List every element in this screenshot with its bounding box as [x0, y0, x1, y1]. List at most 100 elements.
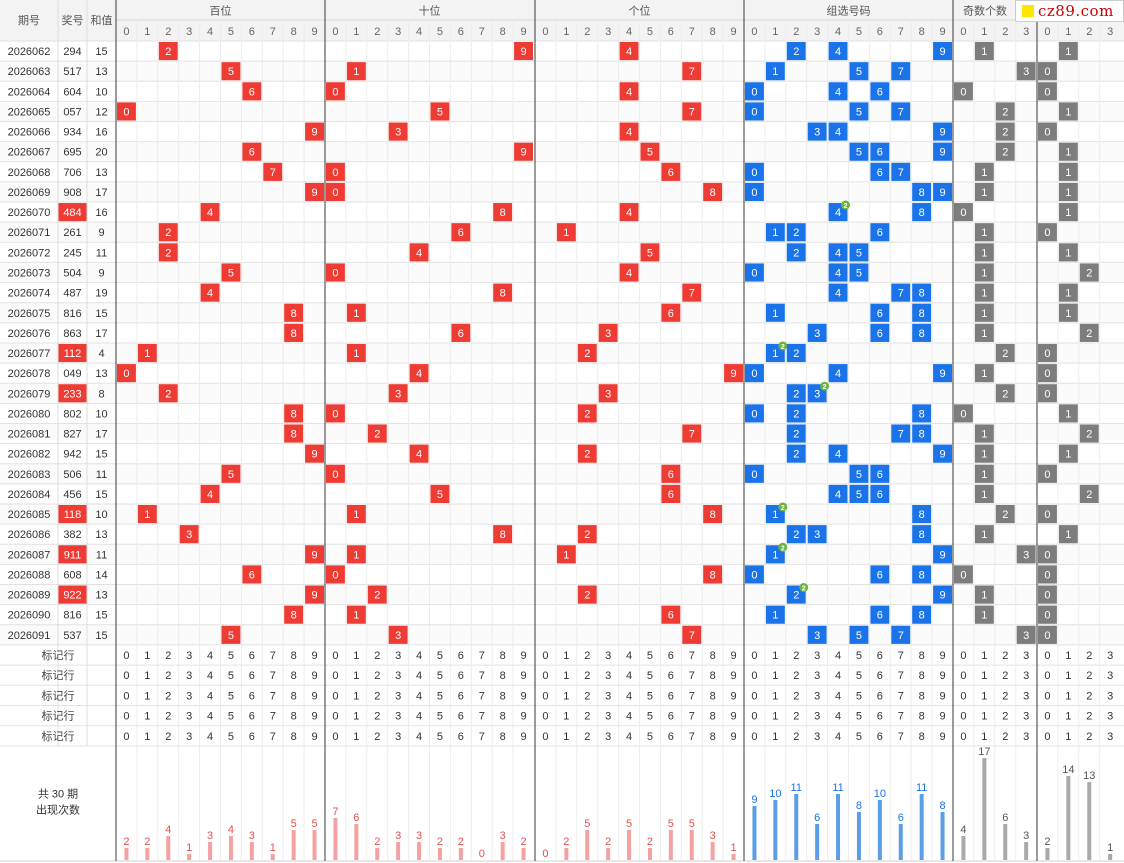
prize-cell: 802	[63, 408, 81, 420]
sum-cell: 12	[95, 106, 107, 118]
group-ball-digit: 8	[919, 288, 925, 300]
prize-cell: 504	[63, 267, 81, 279]
position-ball-digit: 7	[689, 106, 695, 118]
odd-count-ball	[974, 243, 994, 262]
group-ball-digit: 3	[814, 127, 820, 139]
position-ball-digit: 0	[332, 469, 338, 481]
position-ball	[661, 162, 681, 181]
group-ball-digit: 1	[772, 227, 778, 239]
position-ball	[367, 424, 387, 443]
column-digit-label: 6	[249, 26, 255, 38]
position-ball-digit: 1	[353, 509, 359, 521]
column-digit-label: 4	[207, 26, 213, 38]
marker-cell: 1	[353, 711, 359, 723]
column-digit-label: 3	[1107, 26, 1113, 38]
marker-cell: 0	[123, 650, 129, 662]
odd-count-ball	[995, 142, 1015, 161]
marker-cell: 6	[249, 670, 255, 682]
marker-cell: 3	[814, 711, 820, 723]
position-ball-digit: 5	[647, 247, 653, 259]
column-digit-label: 1	[563, 26, 569, 38]
group-ball-digit: 2	[793, 388, 799, 400]
marker-cell: 2	[584, 650, 590, 662]
marker-cell: 3	[605, 650, 611, 662]
group-ball	[891, 283, 911, 302]
odd-count-ball	[954, 565, 973, 584]
position-ball-digit: 8	[710, 509, 716, 521]
column-digit-label: 7	[898, 26, 904, 38]
marker-cell: 7	[898, 650, 904, 662]
site-logo[interactable]: cz89.com	[1015, 0, 1124, 22]
position-ball-digit: 0	[123, 106, 129, 118]
odd-count-ball	[995, 343, 1015, 363]
position-ball-digit: 8	[710, 569, 716, 581]
marker-cell: 0	[123, 711, 129, 723]
odd-count-ball	[974, 364, 994, 383]
group-ball	[912, 565, 932, 584]
repeat-count-digit: 1	[1065, 529, 1071, 541]
marker-cell: 8	[500, 650, 506, 662]
frequency-bar	[794, 794, 799, 860]
marker-cell: 5	[856, 731, 862, 743]
position-ball	[682, 424, 702, 443]
sum-cell: 9	[98, 267, 104, 279]
sum-cell: 16	[95, 127, 107, 139]
group-ball	[786, 444, 806, 463]
repeat-count-ball	[1058, 182, 1078, 202]
frequency-value: 0	[479, 848, 485, 860]
column-digit-label: 4	[416, 26, 422, 38]
frequency-bar	[396, 842, 401, 860]
marker-cell: 2	[374, 650, 380, 662]
group-ball	[745, 82, 764, 101]
period-cell: 2026084	[8, 489, 51, 501]
marker-cell: 0	[751, 670, 757, 682]
group-ball	[849, 263, 869, 282]
group-ball-digit: 6	[877, 569, 883, 581]
marker-cell: 3	[395, 690, 401, 702]
marker-cell: 1	[353, 650, 359, 662]
position-ball	[661, 303, 681, 322]
position-ball	[326, 404, 345, 423]
group-ball-digit: 5	[856, 630, 862, 642]
period-cell: 2026062	[8, 46, 51, 58]
marker-cell: 4	[835, 690, 841, 702]
group-ball	[870, 464, 890, 483]
marker-cell: 2	[1086, 690, 1092, 702]
group-ball-digit: 6	[877, 308, 883, 320]
marker-cell: 3	[395, 711, 401, 723]
position-ball	[117, 102, 136, 121]
section-title-odd_count: 奇数个数	[963, 5, 1007, 18]
frequency-bar	[333, 818, 338, 860]
prize-cell: 049	[63, 368, 81, 380]
group-ball-digit: 9	[939, 147, 945, 159]
sum-cell: 10	[95, 86, 107, 98]
row-stripe	[0, 503, 1124, 525]
odd-count-digit: 1	[981, 288, 987, 300]
odd-count-digit: 0	[960, 408, 966, 420]
prize-cell: 816	[63, 610, 81, 622]
group-ball-digit: 3	[814, 630, 820, 642]
group-ball	[745, 102, 764, 121]
group-ball-digit: 7	[898, 630, 904, 642]
group-ball	[745, 404, 764, 423]
position-ball-digit: 8	[291, 429, 297, 441]
group-ball	[828, 484, 848, 503]
prize-cell: 827	[63, 429, 81, 441]
repeat-count-ball	[1038, 605, 1057, 624]
repeat-count-ball	[1058, 203, 1078, 222]
marker-cell: 8	[291, 650, 297, 662]
odd-count-digit: 3	[1023, 630, 1029, 642]
repeat-count-digit: 1	[1065, 46, 1071, 58]
group-ball	[745, 464, 764, 483]
position-ball-digit: 2	[374, 590, 380, 602]
frequency-bar	[208, 842, 213, 860]
marker-cell: 0	[1044, 650, 1050, 662]
marker-cell: 3	[1107, 690, 1113, 702]
position-ball	[409, 444, 429, 463]
position-ball	[326, 182, 345, 202]
group-ball-digit: 8	[919, 328, 925, 340]
marker-cell: 1	[772, 670, 778, 682]
marker-cell: 2	[165, 711, 171, 723]
marker-cell: 1	[144, 711, 150, 723]
frequency-value: 11	[916, 782, 927, 794]
